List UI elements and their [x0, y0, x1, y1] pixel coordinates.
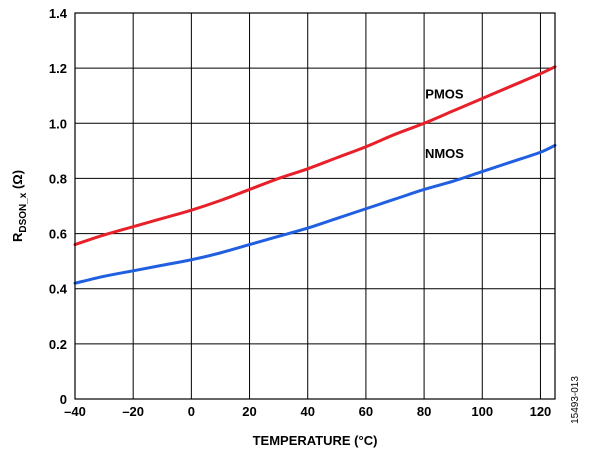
- x-tick-label: 0: [188, 404, 195, 419]
- y-tick-labels: 0 0.2 0.4 0.6 0.8 1.0 1.2 1.4: [49, 6, 68, 407]
- y-axis-title-subscript: DSON_x: [18, 192, 29, 232]
- grid: [74, 12, 555, 400]
- y-tick-label: 1.0: [49, 116, 67, 131]
- x-tick-label: 80: [417, 404, 431, 419]
- y-axis-title-unit: (Ω): [10, 170, 25, 193]
- x-tick-label: 120: [530, 404, 552, 419]
- y-tick-label: 1.2: [49, 61, 67, 76]
- y-tick-label: 1.4: [49, 6, 68, 21]
- y-axis-title: RDSON_x (Ω): [10, 170, 29, 242]
- y-tick-label: 0: [60, 392, 67, 407]
- series-line-nmos: [73, 143, 557, 285]
- x-tick-label: 60: [359, 404, 373, 419]
- y-tick-label: 0.2: [49, 337, 67, 352]
- x-tick-label: –40: [64, 404, 86, 419]
- y-axis-title-main: R: [10, 232, 25, 242]
- x-tick-label: 40: [300, 404, 314, 419]
- x-tick-labels: –40 –20 0 20 40 60 80 100 120: [64, 404, 551, 419]
- series-label-nmos: NMOS: [425, 146, 464, 161]
- x-tick-label: –20: [122, 404, 144, 419]
- x-tick-label: 20: [242, 404, 256, 419]
- y-tick-label: 0.6: [49, 227, 67, 242]
- x-axis-title: TEMPERATURE (°C): [253, 433, 378, 448]
- plot-frame: [74, 12, 556, 400]
- y-tick-label: 0.8: [49, 171, 67, 186]
- series-line-pmos: [73, 65, 557, 247]
- series-label-pmos: PMOS: [425, 86, 464, 101]
- x-tick-label: 100: [471, 404, 493, 419]
- y-tick-label: 0.4: [49, 282, 68, 297]
- figure-id: 15493-013: [570, 376, 581, 424]
- series-lines: [73, 65, 557, 285]
